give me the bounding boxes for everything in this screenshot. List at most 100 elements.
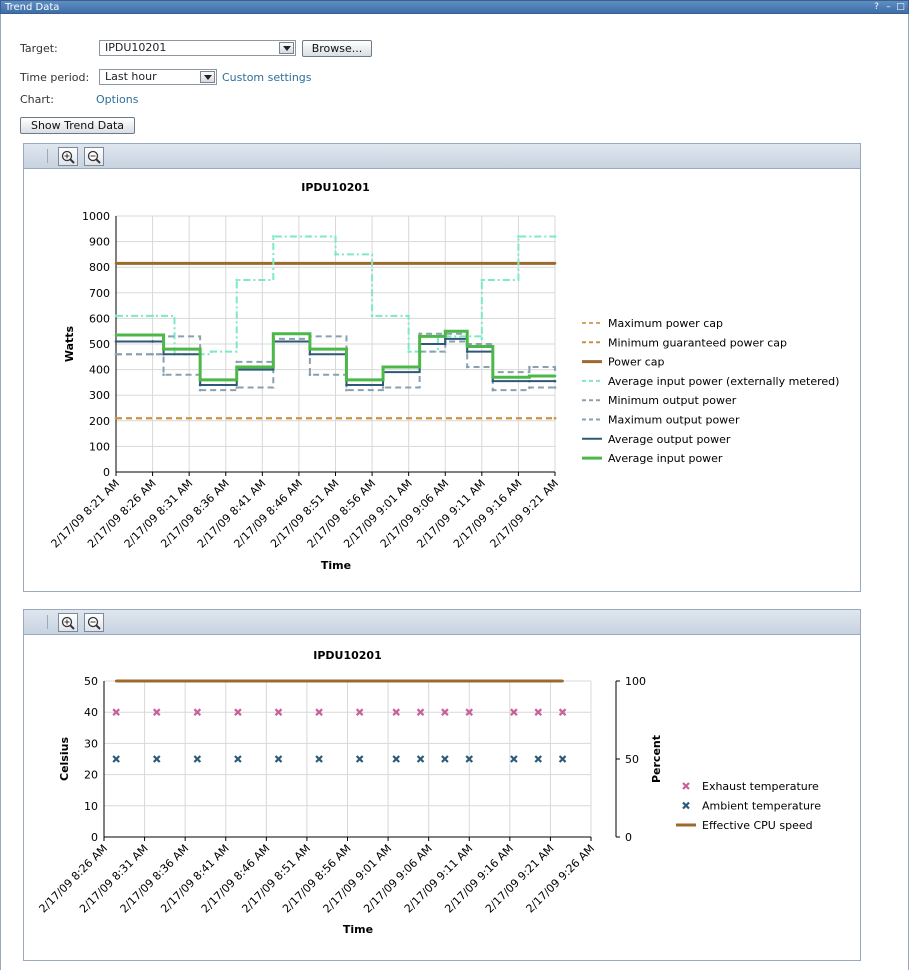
zoom-out-icon[interactable] [84, 147, 104, 166]
data-point [162, 347, 165, 351]
legend-label: Exhaust temperature [702, 780, 819, 793]
power-trend-chart: IPDU10201 0 100 200 300 400 500 600 700 800 900 100… [48, 181, 839, 572]
x-tick-label: 2/17/09 9:11 AM [402, 842, 476, 916]
x-tick-label: 2/17/09 9:21 AM [487, 477, 561, 551]
data-point [553, 374, 557, 378]
data-point [510, 755, 518, 763]
target-select[interactable]: IPDU10201 [99, 40, 296, 56]
x-tick-label: 2/17/09 9:21 AM [483, 842, 557, 916]
data-point [152, 708, 161, 716]
data-point [416, 755, 425, 763]
question-icon[interactable]: ? [874, 2, 879, 12]
y-tick-label: 600 [89, 312, 110, 325]
data-point [162, 373, 165, 377]
minimize-icon[interactable]: – [886, 2, 891, 12]
data-point [274, 755, 283, 763]
data-point [465, 365, 469, 369]
maximize-icon[interactable]: □ [896, 2, 905, 12]
data-point [443, 337, 447, 341]
data-point [345, 378, 348, 382]
show-trend-data-button[interactable]: Show Trend Data [20, 117, 135, 134]
y-tick-label: 1000 [82, 210, 110, 223]
data-point [355, 708, 364, 716]
data-point [528, 365, 531, 369]
data-point [235, 278, 239, 282]
time-period-value: Last hour [105, 70, 157, 83]
y-tick-label: 700 [89, 287, 110, 300]
legend-label: Maximum power cap [608, 317, 723, 330]
x-tick-label: 2/17/09 8:46 AM [199, 842, 273, 916]
x-tick-label: 2/17/09 8:41 AM [158, 842, 232, 916]
zoom-out-icon[interactable] [84, 613, 104, 632]
data-point [308, 235, 312, 238]
y-tick-label: 100 [89, 440, 110, 453]
data-point [528, 386, 531, 389]
zoom-in-icon[interactable] [58, 613, 78, 632]
data-point [114, 352, 118, 356]
data-point [553, 416, 557, 420]
browse-button[interactable]: Browse... [302, 40, 372, 57]
y-tick-label: 0 [103, 466, 110, 479]
data-point [152, 755, 161, 763]
data-point [392, 755, 400, 763]
data-point [517, 235, 520, 238]
x-tick-label: 2/17/09 8:26 AM [36, 842, 110, 916]
data-point [234, 755, 242, 763]
data-point [534, 708, 543, 716]
data-point [235, 386, 239, 389]
data-point [465, 755, 474, 763]
y-axis-label: Watts [63, 325, 76, 362]
x-tick-label: 2/17/09 8:51 AM [268, 477, 342, 551]
data-point [151, 340, 154, 343]
data-point [370, 314, 374, 318]
y2-tick-label: 0 [625, 831, 632, 844]
data-point [151, 352, 154, 356]
data-point [553, 368, 557, 371]
data-point [491, 379, 495, 383]
data-point [114, 314, 118, 318]
data-point [114, 340, 118, 343]
y2-tick-label: 100 [625, 675, 646, 688]
legend-label: Average input power [608, 452, 723, 465]
data-point [272, 235, 275, 238]
x-tick-label: 2/17/09 9:16 AM [442, 842, 516, 916]
window-frame [0, 14, 909, 970]
data-point [334, 253, 337, 256]
time-period-select[interactable]: Last hour [99, 69, 217, 85]
x-tick-label: 2/17/09 8:51 AM [239, 842, 313, 916]
x-tick-label: 2/17/09 9:11 AM [414, 477, 488, 551]
data-point [381, 386, 385, 389]
chart-options-link[interactable]: Options [96, 93, 139, 106]
data-point [209, 350, 213, 353]
data-point [274, 708, 283, 716]
data-point [480, 278, 484, 282]
window-title: Trend Data [5, 2, 60, 13]
legend-label: Maximum output power [608, 414, 740, 427]
target-label: Target: [20, 42, 58, 55]
data-point [553, 386, 557, 389]
chevron-down-icon[interactable] [279, 42, 294, 54]
data-point [308, 347, 312, 351]
data-point [528, 379, 531, 383]
x-axis-label: Time [343, 923, 373, 936]
y-tick-label: 300 [89, 389, 110, 402]
data-point [510, 708, 518, 716]
zoom-in-icon[interactable] [58, 147, 78, 166]
x-tick-label: 2/17/09 8:56 AM [280, 842, 354, 916]
chart-toolbar [24, 144, 860, 169]
x-tick-label: 2/17/09 9:06 AM [378, 477, 452, 551]
data-point [308, 352, 312, 356]
chart-title: IPDU10201 [313, 649, 382, 662]
chart-title: IPDU10201 [301, 181, 370, 194]
y-tick-label: 40 [84, 706, 98, 719]
data-point [558, 755, 567, 763]
legend-label: Effective CPU speed [702, 819, 813, 832]
data-point [315, 755, 323, 763]
chevron-down-icon[interactable] [200, 71, 215, 83]
chart-panel-temperature: IPDU10201 0 10 20 30 40 50 2/17/09 8:26 AM 2/17/… [23, 609, 861, 961]
data-point [151, 333, 154, 337]
x-tick-label: 2/17/09 8:36 AM [158, 477, 232, 551]
data-point [315, 708, 323, 716]
custom-settings-link[interactable]: Custom settings [222, 71, 312, 84]
data-point [558, 708, 567, 716]
